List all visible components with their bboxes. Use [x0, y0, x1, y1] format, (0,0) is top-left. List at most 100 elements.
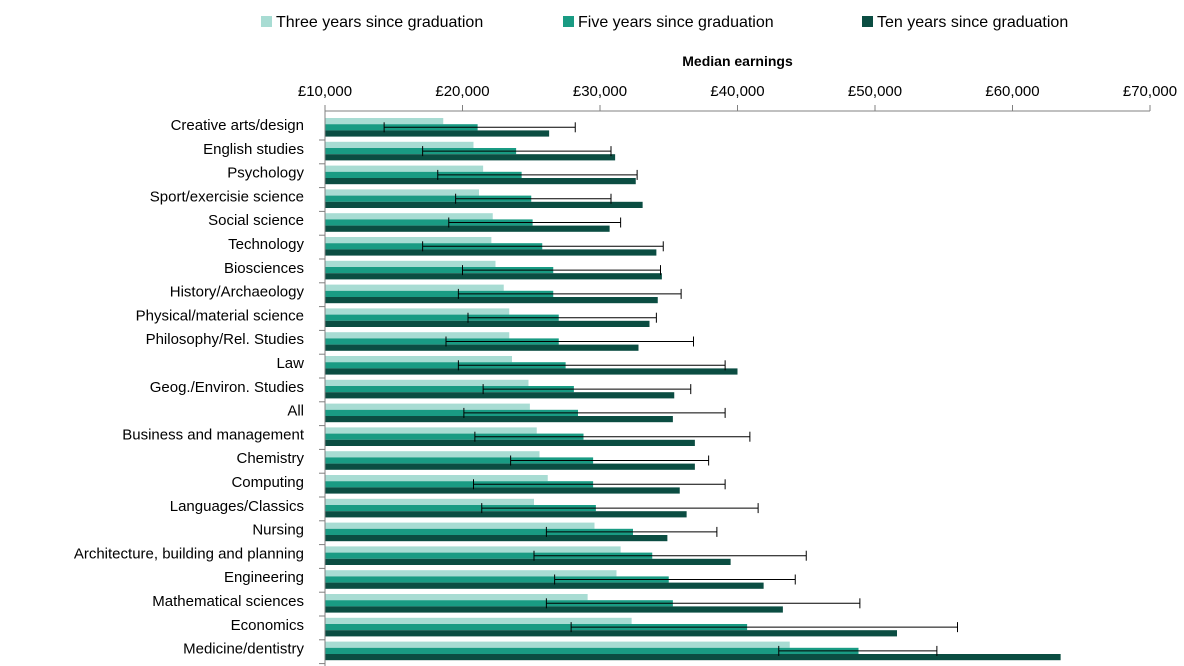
category-label: Social science: [208, 212, 304, 229]
bar: [325, 386, 574, 393]
category-label: English studies: [203, 141, 304, 158]
category-label: Chemistry: [236, 450, 304, 467]
bar: [325, 332, 510, 339]
category-label: All: [287, 403, 304, 420]
legend-label: Three years since graduation: [276, 14, 483, 31]
category-label: History/Archaeology: [170, 284, 305, 301]
bar: [325, 487, 680, 494]
bar: [325, 630, 897, 637]
bar: [325, 617, 632, 624]
bar: [325, 213, 493, 220]
bar: [325, 237, 492, 244]
bar: [325, 594, 588, 601]
bar: [325, 308, 510, 315]
x-tick-label: £70,000: [1123, 83, 1177, 100]
bar: [325, 392, 675, 399]
bar: [325, 141, 474, 148]
legend-swatch: [862, 16, 873, 27]
bar: [325, 552, 653, 559]
bar: [325, 178, 636, 185]
bar: [325, 522, 595, 529]
bar: [325, 148, 517, 155]
bar: [325, 130, 550, 137]
legend-label: Five years since graduation: [578, 14, 774, 31]
bar: [325, 356, 512, 363]
bar: [325, 576, 669, 583]
bar: [325, 409, 578, 416]
bar: [325, 320, 650, 327]
bar: [325, 427, 537, 434]
x-tick-label: £40,000: [710, 83, 764, 100]
x-tick-label: £30,000: [573, 83, 627, 100]
bar: [325, 189, 479, 196]
bar: [325, 546, 621, 553]
bar: [325, 600, 673, 607]
bar: [325, 481, 594, 488]
bars: [325, 118, 1061, 661]
bar: [325, 641, 790, 648]
category-label: Technology: [228, 236, 304, 253]
bar: [325, 314, 559, 321]
category-label: Architecture, building and planning: [74, 545, 304, 562]
category-label: Psychology: [227, 165, 304, 182]
category-label: Economics: [231, 617, 304, 634]
bar: [325, 273, 662, 280]
category-label: Law: [276, 355, 304, 372]
bar: [325, 154, 616, 161]
bar: [325, 439, 695, 446]
category-label: Geog./Environ. Studies: [150, 379, 304, 396]
bar: [325, 528, 633, 535]
bar: [325, 624, 748, 631]
category-label: Nursing: [252, 522, 304, 539]
bar: [325, 457, 594, 464]
category-label: Philosophy/Rel. Studies: [146, 331, 304, 348]
axes: [324, 110, 1150, 666]
category-label: Biosciences: [224, 260, 304, 277]
bar: [325, 475, 548, 482]
bar: [325, 225, 610, 232]
legend-label: Ten years since graduation: [877, 14, 1068, 31]
category-label: Sport/exercisie science: [150, 188, 304, 205]
bar: [325, 654, 1061, 661]
bar: [325, 338, 559, 345]
bar: [325, 362, 566, 369]
bar: [325, 433, 584, 440]
bar: [325, 498, 534, 505]
category-label: Mathematical sciences: [152, 593, 304, 610]
legend: Three years since graduation Five years s…: [261, 14, 1068, 31]
bar: [325, 284, 504, 291]
bar: [325, 118, 444, 125]
bar: [325, 451, 540, 458]
bar: [325, 511, 687, 518]
bar: [325, 582, 764, 589]
bar: [325, 260, 496, 267]
legend-swatch: [563, 16, 574, 27]
category-labels: Creative arts/design English studies Psych…: [74, 117, 325, 665]
bar: [325, 201, 643, 208]
bar: [325, 379, 529, 386]
bar: [325, 249, 657, 256]
bar: [325, 171, 522, 178]
bar: [325, 535, 668, 542]
bar: [325, 505, 596, 512]
bar: [325, 570, 617, 577]
bar: [325, 416, 673, 423]
x-tick-label: £10,000: [298, 83, 352, 100]
x-tick-label: £20,000: [435, 83, 489, 100]
bar: [325, 558, 731, 565]
legend-swatch: [261, 16, 272, 27]
category-label: Creative arts/design: [171, 117, 304, 134]
bar: [325, 267, 554, 274]
category-label: Languages/Classics: [170, 498, 304, 515]
bar: [325, 290, 554, 297]
category-label: Engineering: [224, 569, 304, 586]
bar: [325, 463, 695, 470]
category-label: Computing: [231, 474, 304, 491]
bar: [325, 195, 532, 202]
category-label: Physical/material science: [136, 307, 304, 324]
bar: [325, 344, 639, 351]
bar: [325, 606, 783, 613]
bar: [325, 368, 738, 375]
category-label: Medicine/dentistry: [183, 641, 304, 658]
